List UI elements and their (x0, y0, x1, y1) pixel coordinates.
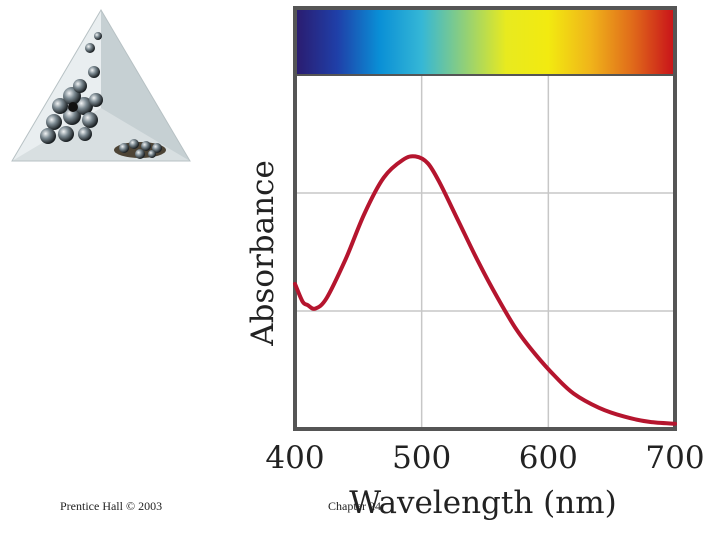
x-tick-label: 600 (519, 440, 578, 476)
x-tick-labels: 400 500 600 700 (265, 440, 704, 476)
chapter-footer: Chapter 24 (328, 499, 381, 513)
absorbance-curve (293, 154, 677, 426)
x-tick-label: 700 (645, 440, 704, 476)
x-axis-label: Wavelength (nm) (349, 485, 616, 521)
x-tick-label: 400 (265, 440, 324, 476)
x-tick-label: 500 (392, 440, 451, 476)
crystal-structure-logo-icon (11, 9, 191, 162)
plot-frame (293, 6, 677, 431)
y-axis-label: Absorbance (245, 160, 281, 347)
spectrum-bar (295, 8, 675, 75)
copyright-footer: Prentice Hall © 2003 (60, 499, 163, 513)
grid-lines (295, 75, 675, 429)
